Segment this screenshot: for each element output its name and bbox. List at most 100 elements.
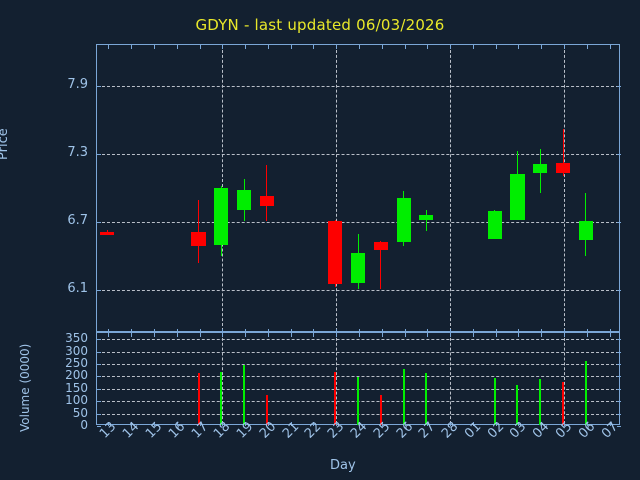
candle-body — [350, 252, 366, 284]
volume-axis-tick-x — [495, 333, 497, 337]
price-axis-tick-x — [222, 45, 224, 49]
price-axis-tick-x — [381, 329, 383, 333]
volume-axis-tick-x — [336, 333, 338, 337]
price-gridline — [97, 221, 619, 223]
volume-axis-tick-x — [199, 422, 201, 426]
volume-axis-tick — [617, 426, 621, 427]
price-tick-label: 7.3 — [67, 144, 88, 160]
volume-bar — [425, 372, 428, 425]
price-axis-tick-x — [450, 329, 452, 333]
volume-axis-tick-x — [222, 333, 224, 337]
candle-body — [191, 232, 206, 246]
volume-axis-tick — [617, 401, 621, 403]
candle-body — [100, 232, 115, 236]
volume-bar — [402, 369, 405, 425]
price-axis-tick-x — [176, 329, 178, 333]
volume-axis-tick-x — [518, 333, 520, 337]
volume-axis-tick-x — [131, 422, 133, 426]
candle-body — [555, 163, 571, 174]
price-axis-tick-x — [313, 329, 315, 333]
volume-tick-label: 350 — [65, 331, 88, 346]
volume-gridline-vertical — [450, 333, 452, 424]
volume-tick-label: 300 — [65, 343, 88, 358]
price-axis-tick-x — [359, 329, 360, 333]
price-axis-tick — [617, 153, 621, 155]
volume-axis-tick — [97, 401, 101, 403]
volume-axis-tick-x — [450, 422, 452, 426]
price-axis-tick-x — [541, 45, 543, 49]
volume-gridline-vertical — [222, 333, 224, 424]
price-tick-label: 7.9 — [67, 76, 88, 92]
volume-axis-tick-x — [381, 333, 383, 337]
price-axis-tick-x — [381, 45, 383, 49]
volume-axis-tick — [97, 351, 101, 353]
price-gridline-vertical — [450, 45, 452, 331]
candle-body — [533, 164, 548, 174]
candle-body — [578, 220, 593, 241]
volume-axis-tick-x — [609, 422, 611, 426]
price-axis-tick-x — [495, 45, 497, 49]
candle-body — [373, 242, 388, 251]
price-gridline-vertical — [564, 45, 566, 331]
volume-axis-tick — [97, 413, 101, 415]
volume-bar — [243, 365, 246, 425]
volume-axis-tick-x — [609, 333, 611, 337]
volume-bar — [562, 381, 565, 425]
volume-axis-tick-x — [245, 422, 247, 426]
volume-bar — [197, 372, 200, 425]
price-axis-tick — [97, 85, 101, 87]
price-axis-tick-x — [541, 329, 543, 333]
price-axis-tick-x — [404, 329, 406, 333]
volume-axis-tick-x — [427, 333, 429, 337]
price-axis-tick-x — [564, 45, 566, 49]
volume-axis-tick-x — [153, 333, 155, 337]
price-axis-tick-x — [199, 329, 201, 333]
volume-axis-tick-x — [176, 333, 178, 337]
candle-body — [259, 195, 274, 207]
price-axis-tick-x — [336, 329, 338, 333]
price-axis-tick-x — [290, 329, 292, 333]
volume-tick-label: 200 — [65, 368, 88, 383]
volume-tick-label: 100 — [65, 393, 88, 408]
volume-bar — [539, 379, 542, 425]
price-axis-tick-x — [108, 329, 110, 333]
volume-axis-tick-x — [267, 422, 269, 426]
volume-axis-tick — [617, 351, 621, 353]
candle-body — [510, 174, 525, 220]
volume-axis-tick-x — [404, 422, 406, 426]
price-axis-tick-x — [586, 329, 588, 333]
price-axis-tick-x — [518, 329, 520, 333]
volume-bar — [379, 395, 382, 425]
volume-axis-tick-x — [586, 422, 588, 426]
volume-axis-tick — [617, 388, 621, 390]
price-axis-tick-x — [518, 45, 520, 49]
price-axis-tick-x — [222, 329, 224, 333]
volume-axis-tick — [97, 388, 101, 390]
volume-axis-tick-x — [472, 333, 474, 337]
volume-axis-tick-x — [518, 422, 520, 426]
price-axis-tick-x — [427, 329, 429, 333]
price-axis-tick-x — [245, 329, 247, 333]
volume-axis-tick-x — [541, 333, 543, 337]
price-tick-label: 6.1 — [67, 280, 88, 296]
volume-axis-title: Volume (0000) — [18, 343, 32, 432]
volume-tick-label: 0 — [80, 418, 88, 432]
price-axis-tick-x — [245, 45, 247, 49]
volume-axis-tick-x — [564, 422, 566, 426]
candle-body — [328, 220, 343, 285]
price-axis-tick-x — [404, 45, 406, 49]
volume-tick-label: 150 — [65, 380, 88, 395]
price-axis-tick-x — [153, 45, 155, 49]
candle-wick — [380, 241, 382, 289]
price-axis-tick-x — [359, 45, 360, 49]
candle-body — [487, 210, 502, 240]
price-axis-tick — [617, 221, 621, 223]
volume-bar — [493, 377, 496, 425]
volume-axis-tick-x — [108, 333, 110, 337]
volume-axis-tick-x — [404, 333, 406, 337]
volume-gridline — [97, 339, 619, 341]
day-axis-title: Day — [330, 458, 356, 473]
candle-wick — [425, 209, 427, 232]
price-axis-tick-x — [427, 45, 429, 49]
volume-axis-tick — [97, 376, 101, 378]
